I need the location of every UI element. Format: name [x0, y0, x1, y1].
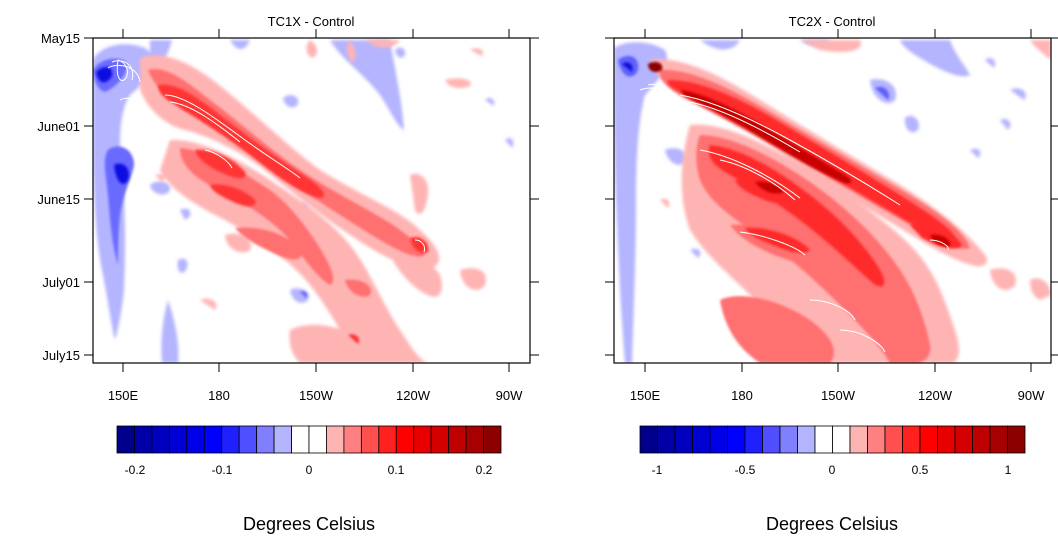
colorbar-tick-label: 0.5: [912, 463, 929, 477]
y-tick-label: May15: [41, 31, 80, 46]
colorbar-swatch: [727, 425, 746, 454]
x-tick-label: 180: [731, 388, 753, 403]
x-axis-ticks: [122, 29, 510, 372]
x-tick-label: 120W: [918, 388, 953, 403]
colorbar-swatch: [221, 425, 240, 454]
colorbar-tick-label: 1: [1005, 463, 1012, 477]
colorbar-swatch: [430, 425, 450, 454]
colorbar-swatch: [273, 425, 292, 454]
colorbar-swatch: [674, 425, 693, 454]
colorbar-swatch: [256, 425, 275, 454]
colorbar-swatch: [116, 425, 135, 454]
contour-lines: [107, 59, 425, 253]
colorbar-swatch: [465, 425, 484, 454]
colorbar-tick-label: -0.5: [735, 463, 756, 477]
panel-title: TC2X - Control: [789, 14, 876, 29]
colorbar-swatch: [413, 425, 432, 454]
colorbar-swatch: [937, 425, 956, 454]
colorbar-swatch: [744, 425, 763, 454]
plot-frame: [613, 37, 1052, 364]
colorbar-swatch: [849, 425, 868, 454]
colorbar-swatch: [134, 425, 153, 454]
colorbar-swatch: [238, 425, 258, 454]
colorbar-swatch: [308, 425, 327, 454]
colorbar-swatch: [797, 425, 816, 454]
x-tick-label: 150W: [821, 388, 856, 403]
y-tick-label: June15: [37, 192, 80, 207]
colorbar-tick-label: -0.2: [125, 463, 146, 477]
colorbar-swatch: [814, 425, 833, 454]
colorbar-tick-label: -1: [652, 463, 663, 477]
colorbar-tick-label: 0.1: [388, 463, 405, 477]
colorbar-swatch: [1007, 425, 1026, 454]
x-tick-label: 150W: [299, 388, 334, 403]
colorbar-swatch: [832, 425, 851, 454]
x-axis-ticks: [644, 29, 1032, 372]
colorbar-swatch: [972, 425, 991, 454]
colorbar-swatch: [378, 425, 397, 454]
colorbar-swatch: [360, 425, 380, 454]
contour-field: [613, 37, 1052, 364]
colorbar: [639, 425, 1026, 454]
colorbar-swatch: [639, 425, 658, 454]
contour-lines: [639, 83, 949, 353]
colorbar-label: Degrees Celsius: [766, 514, 898, 534]
colorbar-swatch: [343, 425, 362, 454]
y-tick-label: July15: [42, 348, 80, 363]
panel-title: TC1X - Control: [268, 14, 355, 29]
colorbar-swatch: [291, 425, 310, 454]
colorbar-swatch: [919, 425, 938, 454]
colorbar-swatch: [779, 425, 798, 454]
colorbar-swatch: [902, 425, 921, 454]
x-tick-label: 180: [208, 388, 230, 403]
colorbar-swatch: [709, 425, 728, 454]
colorbar-label: Degrees Celsius: [243, 514, 375, 534]
x-tick-labels: 150E 180 150W 120W 90W: [630, 388, 1045, 403]
contour-field: [92, 37, 531, 364]
y-axis-ticks: [84, 37, 539, 356]
y-axis-ticks: [605, 37, 1058, 356]
colorbar-tick-label: 0: [829, 463, 836, 477]
plot-frame: [92, 37, 531, 364]
colorbar-tick-label: 0.2: [476, 463, 493, 477]
panel-tc2x: TC2X - Control: [605, 14, 1058, 534]
y-tick-label: June01: [37, 119, 80, 134]
x-tick-label: 150E: [630, 388, 661, 403]
colorbar-swatch: [692, 425, 711, 454]
x-tick-labels: 150E 180 150W 120W 90W: [108, 388, 523, 403]
colorbar-swatch: [326, 425, 345, 454]
y-tick-labels: May15 June01 June15 July01 July15: [37, 31, 80, 363]
colorbar-swatch: [186, 425, 205, 454]
colorbar-tick-labels: -1 -0.5 0 0.5 1: [652, 463, 1012, 477]
colorbar-swatch: [168, 425, 188, 454]
colorbar-swatch: [867, 425, 886, 454]
colorbar-swatch: [954, 425, 973, 454]
colorbar-swatch: [203, 425, 223, 454]
colorbar-swatch: [884, 425, 903, 454]
colorbar-swatch: [989, 425, 1008, 454]
colorbar-swatch: [657, 425, 676, 454]
x-tick-label: 90W: [496, 388, 523, 403]
x-tick-label: 120W: [396, 388, 431, 403]
panel-tc1x: TC1X - Control: [37, 14, 539, 534]
colorbar-tick-label: -0.1: [212, 463, 233, 477]
colorbar-swatch: [395, 425, 415, 454]
colorbar-swatch: [483, 425, 502, 454]
y-tick-label: July01: [42, 275, 80, 290]
colorbar-swatch: [762, 425, 781, 454]
colorbar-swatch: [448, 425, 467, 454]
colorbar-swatch: [151, 425, 170, 454]
colorbar-tick-label: 0: [306, 463, 313, 477]
x-tick-label: 90W: [1018, 388, 1045, 403]
colorbar-tick-labels: -0.2 -0.1 0 0.1 0.2: [125, 463, 493, 477]
colorbar: [116, 425, 502, 454]
x-tick-label: 150E: [108, 388, 139, 403]
